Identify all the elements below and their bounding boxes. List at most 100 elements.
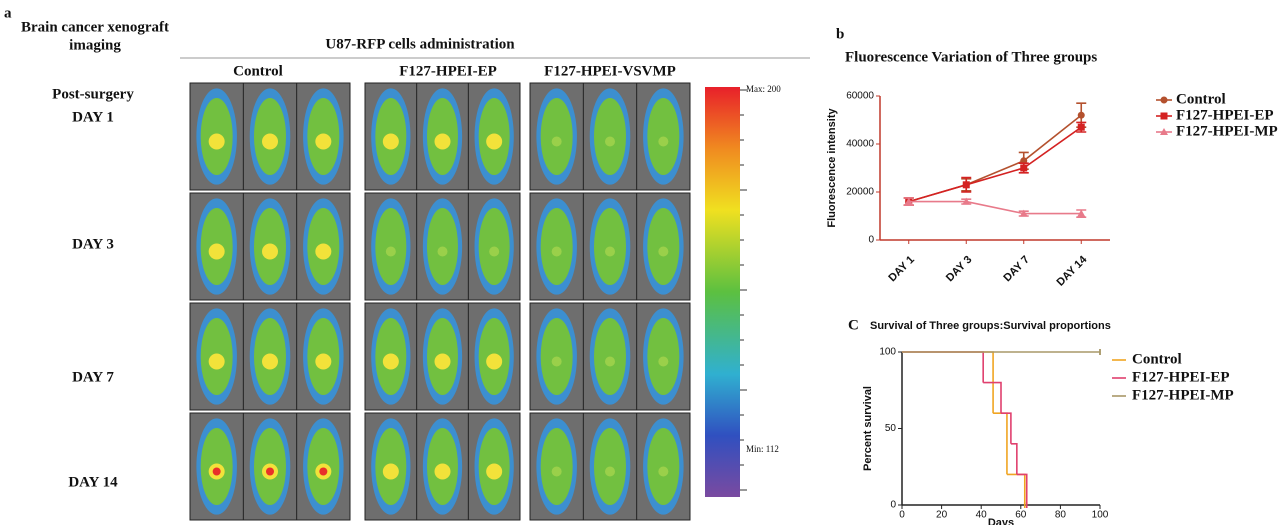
group-label: Control <box>233 63 283 79</box>
y-tick-label: 100 <box>879 347 896 358</box>
tumor-signal <box>486 133 503 150</box>
y-tick-label: 0 <box>890 500 896 511</box>
x-tick-label: 80 <box>1055 510 1067 521</box>
tumor-signal <box>315 133 332 150</box>
tumor-signal <box>434 463 451 480</box>
panel-label: a <box>4 5 12 21</box>
tumor-signal <box>658 246 669 257</box>
x-tick-label: 100 <box>1092 510 1109 521</box>
post-surgery: Post-surgery <box>52 86 134 102</box>
tumor-signal <box>605 466 615 477</box>
tumor-signal <box>315 353 332 370</box>
day-label: DAY 7 <box>72 369 114 385</box>
marker <box>1160 112 1168 120</box>
survival-step <box>1001 412 1012 444</box>
tumor-signal <box>434 133 451 150</box>
tumor-core <box>266 467 274 476</box>
tumor-signal <box>605 246 615 257</box>
tumor-signal <box>486 353 503 370</box>
group-label: F127-HPEI-EP <box>399 63 497 79</box>
tumor-signal <box>385 246 396 257</box>
legend-label: F127-HPEI-EP <box>1132 369 1230 385</box>
x-tick-label: 40 <box>976 510 988 521</box>
series-line <box>908 114 1082 203</box>
tumor-signal <box>434 353 451 370</box>
survival-step <box>902 349 1101 355</box>
marker <box>1019 209 1028 217</box>
tumor-signal <box>208 353 225 370</box>
marker <box>1160 96 1168 104</box>
marker <box>904 197 913 205</box>
legend-label: Control <box>1132 351 1182 367</box>
legend-label: Control <box>1176 91 1226 107</box>
survival-step <box>1010 443 1018 475</box>
row-header: imaging <box>69 37 121 53</box>
group-label: F127-HPEI-VSVMP <box>544 63 676 79</box>
panel-title: U87-RFP cells administration <box>325 36 515 52</box>
panel-label: b <box>836 26 844 42</box>
y-tick-label: 60000 <box>846 91 874 102</box>
tumor-signal <box>262 243 278 260</box>
x-tick-label: 60 <box>1015 510 1027 521</box>
marker <box>1077 111 1085 119</box>
legend-label: F127-HPEI-MP <box>1132 387 1234 403</box>
legend-label: F127-HPEI-MP <box>1176 123 1278 139</box>
survival-step <box>1006 473 1026 505</box>
survival-step <box>1016 473 1028 505</box>
tumor-core <box>319 467 328 476</box>
tumor-signal <box>382 133 399 150</box>
x-tick-label: DAY 7 <box>1001 254 1032 285</box>
chart-title: Survival of Three groups:Survival propor… <box>870 320 1111 332</box>
panel-label: C <box>848 317 859 333</box>
tumor-signal <box>551 356 562 367</box>
x-axis-label: Days <box>988 517 1014 525</box>
tumor-signal <box>208 243 225 260</box>
marker <box>962 181 970 189</box>
colorbar-max: Max: 200 <box>746 84 781 94</box>
series-line <box>908 200 1082 215</box>
y-tick-label: 0 <box>868 235 874 246</box>
y-axis-label: Percent survival <box>862 386 874 471</box>
survival-step <box>993 412 1008 475</box>
marker <box>1077 123 1085 131</box>
tumor-signal <box>605 356 615 367</box>
day-label: DAY 1 <box>72 109 114 125</box>
survival-step <box>983 381 1002 414</box>
marker <box>1077 209 1086 217</box>
tumor-signal <box>658 356 669 367</box>
x-tick-label: DAY 1 <box>886 254 917 285</box>
tumor-signal <box>658 466 669 477</box>
marker <box>1020 164 1028 172</box>
panel-a: a Brain cancer xenograft imaging U87-RFP… <box>4 5 810 521</box>
x-tick-label: 0 <box>899 510 905 521</box>
tumor-signal <box>489 246 500 257</box>
tumor-signal <box>382 463 399 480</box>
y-tick-label: 20000 <box>846 187 874 198</box>
colorbar <box>705 87 740 497</box>
tumor-signal <box>551 466 562 477</box>
tumor-signal <box>262 133 278 150</box>
x-tick-label: DAY 3 <box>944 254 975 285</box>
y-tick-label: 50 <box>885 423 897 434</box>
tumor-signal <box>208 133 225 150</box>
tumor-signal <box>658 136 669 147</box>
tumor-signal <box>551 246 562 257</box>
day-label: DAY 14 <box>68 474 118 490</box>
survival-step <box>902 351 984 383</box>
colorbar-min: Min: 112 <box>746 444 779 454</box>
x-tick-label: DAY 14 <box>1055 253 1090 288</box>
y-tick-label: 40000 <box>846 139 874 150</box>
legend-label: F127-HPEI-EP <box>1176 107 1274 123</box>
tumor-signal <box>605 136 615 147</box>
row-header: Brain cancer xenograft <box>21 19 169 35</box>
tumor-core <box>212 467 221 476</box>
x-tick-label: 20 <box>936 510 948 521</box>
tumor-signal <box>437 246 448 257</box>
chart-title: Fluorescence Variation of Three groups <box>845 49 1097 65</box>
day-label: DAY 3 <box>72 236 114 252</box>
tumor-signal <box>382 353 399 370</box>
tumor-signal <box>262 353 278 370</box>
tumor-signal <box>551 136 562 147</box>
marker <box>1160 128 1168 135</box>
